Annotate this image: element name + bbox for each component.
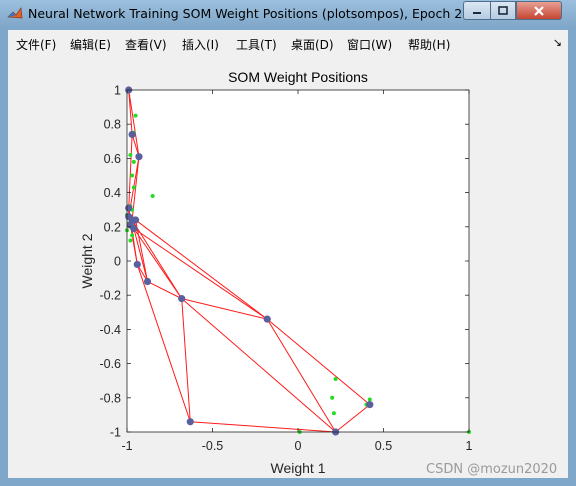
input-point (333, 376, 338, 381)
maximize-icon (498, 5, 508, 15)
neuron-point (366, 401, 374, 409)
y-tick-label: -1 (110, 426, 121, 440)
neuron-edge (181, 298, 191, 422)
neuron-point (135, 153, 143, 161)
menu-window[interactable]: 窗口(W) (347, 38, 393, 52)
menu-view[interactable]: 查看(V) (125, 38, 167, 52)
neuron-edge (181, 298, 336, 433)
input-point (331, 411, 336, 416)
input-point (150, 194, 155, 199)
y-tick-label: 0.4 (104, 186, 121, 200)
input-point (131, 185, 136, 190)
menu-file[interactable]: 文件(F) (16, 38, 57, 52)
neuron-point (263, 315, 271, 323)
y-tick-label: -0.2 (99, 289, 121, 303)
neuron-edge (135, 219, 268, 320)
menu-bar: 文件(F) 编辑(E) 查看(V) 插入(I) 工具(T) 桌面(D) 窗口(W… (8, 30, 568, 56)
input-point (330, 395, 335, 400)
input-point (130, 233, 135, 238)
neuron-point (131, 216, 140, 224)
x-axis-label: Weight 1 (271, 460, 326, 476)
menu-help[interactable]: 帮助(H) (408, 38, 451, 52)
matlab-icon (7, 7, 23, 19)
neuron-edge (128, 134, 133, 209)
neuron-point (125, 204, 133, 212)
neuron-edge (128, 89, 140, 157)
neuron-edge (135, 219, 149, 282)
neuron-edge (266, 318, 337, 433)
x-tick-label: 0 (295, 439, 302, 453)
menu-insert[interactable]: 插入(I) (182, 38, 219, 52)
menu-edit[interactable]: 编辑(E) (70, 38, 111, 52)
y-tick-label: -0.8 (99, 391, 121, 405)
neuron-edge (147, 281, 182, 300)
minimize-button[interactable] (463, 1, 490, 20)
neuron-edge (181, 298, 268, 320)
minimize-icon (473, 11, 481, 14)
neuron-edge (128, 89, 133, 135)
neuron-edge (136, 264, 191, 422)
y-tick-label: -0.4 (99, 323, 121, 337)
y-tick-label: 0.6 (104, 152, 121, 166)
neuron-point (178, 295, 186, 303)
neuron-point (143, 277, 152, 286)
title-bar[interactable]: Neural Network Training SOM Weight Posit… (0, 0, 576, 28)
y-tick-label: 0.8 (104, 118, 121, 132)
y-tick-label: 0.2 (104, 220, 121, 234)
ticks-layer: -1 -0.5 0 0.5 1 1 0.8 0.6 0.4 0.2 0 -0.2 -0.4 -0.6 -0.… (99, 84, 472, 454)
window-title: Neural Network Training SOM Weight Posit… (28, 6, 494, 21)
y-tick-label: 1 (114, 84, 121, 98)
neuron-edge (133, 228, 268, 320)
neuron-point (133, 260, 141, 269)
input-point (130, 173, 135, 178)
neuron-edge (133, 228, 183, 299)
som-plot[interactable]: -1 -0.5 0 0.5 1 1 0.8 0.6 0.4 0.2 0 -0.2 -0.4 -0.6 -0.… (8, 56, 568, 478)
input-point (128, 152, 133, 157)
maximize-button[interactable] (490, 1, 516, 20)
neuron-point (128, 130, 136, 139)
y-tick-label: 0 (114, 255, 121, 269)
neuron-point (130, 224, 138, 233)
y-tick-label: -0.6 (99, 357, 121, 371)
neuron-point (186, 418, 194, 426)
neuron-edge (335, 404, 371, 433)
x-tick-label: -1 (121, 439, 132, 453)
menu-tools[interactable]: 工具(T) (236, 38, 277, 52)
neuron-edge (266, 318, 371, 406)
neuron-edge (129, 225, 138, 265)
neuron-edge (133, 228, 149, 282)
neuron-edge (131, 134, 140, 157)
chart-title: SOM Weight Positions (228, 69, 368, 85)
x-tick-label: 1 (466, 439, 473, 453)
menu-overflow-icon[interactable]: ↘ (552, 37, 562, 49)
axes-area (127, 90, 469, 432)
input-point (133, 113, 138, 118)
input-point (131, 159, 136, 164)
watermark: CSDN @mozun2020 (426, 462, 558, 477)
figure-canvas: -1 -0.5 0 0.5 1 1 0.8 0.6 0.4 0.2 0 -0.2 -0.4 -0.6 -0.… (8, 56, 568, 478)
neuron-edge (190, 421, 336, 433)
input-point (367, 397, 372, 402)
close-button[interactable] (516, 1, 562, 20)
menu-desktop[interactable]: 桌面(D) (291, 38, 334, 52)
x-tick-label: -0.5 (202, 439, 224, 453)
close-icon (534, 5, 544, 16)
input-point (128, 238, 133, 243)
y-axis-label: Weight 2 (79, 233, 95, 288)
x-tick-label: 0.5 (375, 439, 392, 453)
